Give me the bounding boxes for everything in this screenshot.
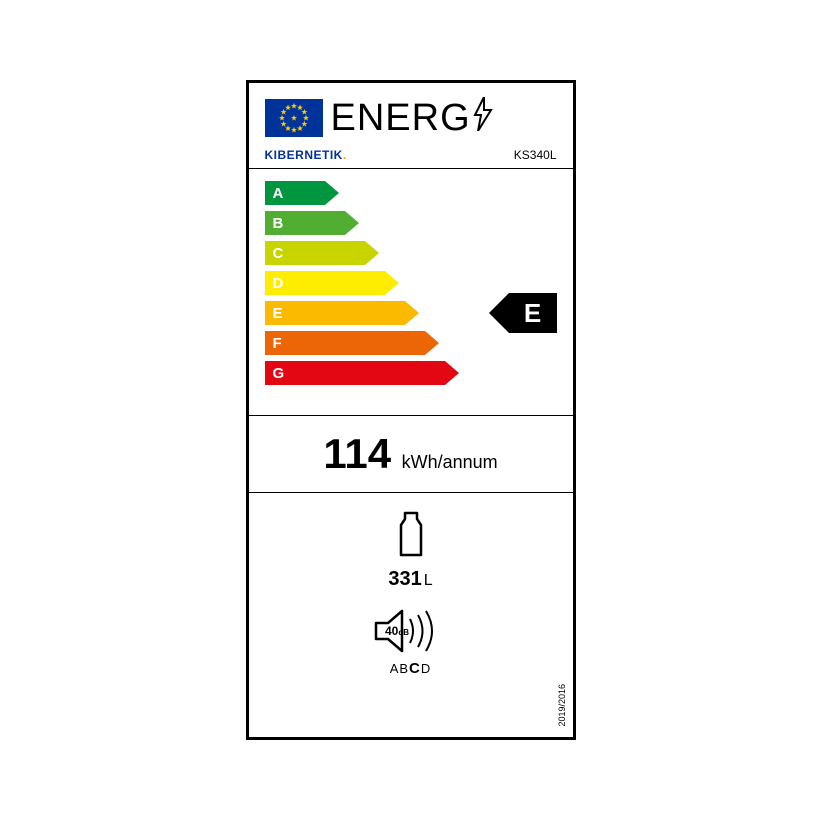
scale-class-label: E: [265, 301, 405, 325]
rating-pointer-head: [489, 293, 509, 333]
brand-row: KIBERNETIK. KS340L: [249, 146, 573, 168]
capacity: 331L: [249, 568, 573, 591]
noise-class-scale: ABCD: [390, 660, 432, 677]
energy-title-text: ENERG: [331, 99, 471, 137]
scale-arrow-head: [445, 361, 459, 385]
energy-label: ENERG KIBERNETIK. KS340L E ABCDEFG 114 k…: [246, 80, 576, 740]
noise-class-b: B: [399, 661, 409, 676]
consumption-unit: kWh/annum: [402, 452, 498, 473]
svg-text:40dB: 40dB: [385, 624, 409, 638]
scale-class-e: E: [265, 301, 419, 325]
noise-class-d: D: [421, 661, 431, 676]
scale-class-g: G: [265, 361, 459, 385]
scale-class-label: B: [265, 211, 345, 235]
eu-flag-icon: [265, 99, 323, 137]
scale-class-label: F: [265, 331, 425, 355]
rating-letter: E: [509, 293, 557, 333]
scale-arrow-head: [345, 211, 359, 235]
scale-class-f: F: [265, 331, 439, 355]
efficiency-scale: E ABCDEFG: [249, 169, 573, 415]
consumption-row: 114 kWh/annum: [249, 416, 573, 492]
noise-class-c: C: [409, 660, 421, 677]
scale-arrow-head: [365, 241, 379, 265]
lightning-icon: [473, 97, 493, 138]
energy-title: ENERG: [331, 97, 493, 138]
scale-arrow-head: [405, 301, 419, 325]
noise-block: 40dB ABCD: [249, 609, 573, 677]
specs: 331L 40dB ABCD: [249, 493, 573, 677]
scale-class-label: A: [265, 181, 325, 205]
scale-class-b: B: [265, 211, 359, 235]
header: ENERG: [249, 83, 573, 146]
capacity-unit: L: [424, 572, 433, 589]
consumption-value: 114: [323, 430, 391, 478]
model-number: KS340L: [514, 148, 557, 162]
noise-class-a: A: [390, 661, 400, 676]
brand-name-text: KIBERNETIK: [265, 148, 343, 162]
capacity-value: 331: [388, 568, 421, 590]
scale-class-label: D: [265, 271, 385, 295]
scale-class-c: C: [265, 241, 379, 265]
scale-class-label: C: [265, 241, 365, 265]
regulation-ref: 2019/2016: [557, 684, 567, 727]
scale-arrow-head: [325, 181, 339, 205]
scale-arrow-head: [385, 271, 399, 295]
scale-class-d: D: [265, 271, 399, 295]
speaker-icon: 40dB: [372, 609, 450, 658]
scale-class-label: G: [265, 361, 445, 385]
scale-class-a: A: [265, 181, 339, 205]
scale-arrow-head: [425, 331, 439, 355]
bottle-icon: [397, 511, 425, 564]
rating-pointer: E: [489, 293, 557, 333]
brand-name: KIBERNETIK.: [265, 148, 347, 162]
